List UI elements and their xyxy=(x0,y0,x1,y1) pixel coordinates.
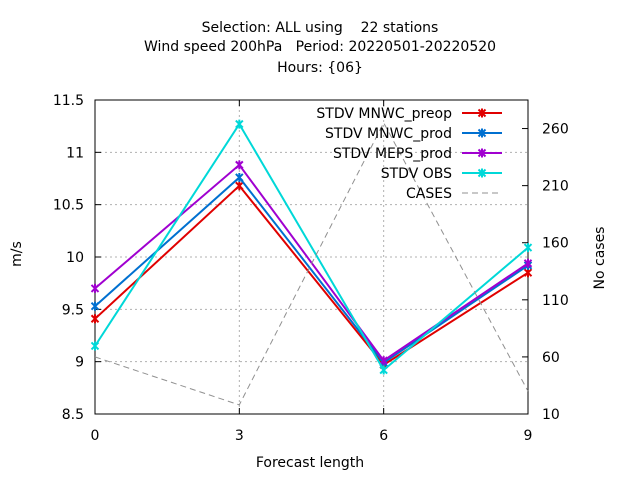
y2-axis-label: No cases xyxy=(592,226,608,290)
legend-label-4: CASES xyxy=(406,186,452,202)
series-point-2 xyxy=(235,160,244,170)
y-tick-label: 10 xyxy=(66,250,84,266)
series-point-3 xyxy=(523,243,533,253)
series-point-3 xyxy=(379,365,388,375)
series-line-3 xyxy=(94,122,529,372)
x-axis-label: Forecast length xyxy=(255,455,365,471)
series-point-2 xyxy=(523,258,533,268)
legend-label-2: STDV MEPS_prod xyxy=(333,146,452,162)
series-point-1 xyxy=(235,172,244,182)
series-line-0 xyxy=(94,184,529,367)
y2-tick-label: 10 xyxy=(542,407,560,423)
x-tick-label: 9 xyxy=(524,428,533,444)
legend-label-0: STDV MNWC_preop xyxy=(316,106,452,122)
chart-title-line-2: Wind speed 200hPa Period: 20220501-20220… xyxy=(143,39,497,55)
series-point-3 xyxy=(235,119,244,129)
y2-tick-label: 160 xyxy=(542,236,569,252)
legend-marker-3 xyxy=(477,168,487,178)
series-line-1 xyxy=(94,176,529,365)
series-point-1 xyxy=(90,301,100,311)
legend-marker-2 xyxy=(477,148,487,158)
y-tick-label: 9 xyxy=(75,355,84,371)
y-tick-label: 11.5 xyxy=(53,93,84,109)
y-tick-label: 10.5 xyxy=(53,198,84,214)
legend-marker-1 xyxy=(477,128,487,138)
series-point-0 xyxy=(235,181,244,191)
y2-tick-label: 260 xyxy=(542,122,569,138)
series-point-3 xyxy=(90,341,100,351)
series-point-0 xyxy=(90,314,100,324)
legend-label-1: STDV MNWC_prod xyxy=(325,126,452,142)
y2-tick-label: 110 xyxy=(542,293,569,309)
series-point-2 xyxy=(379,356,388,366)
series-point-2 xyxy=(90,283,100,293)
y-tick-label: 9.5 xyxy=(62,302,84,318)
x-tick-label: 3 xyxy=(235,428,244,444)
x-tick-label: 0 xyxy=(91,428,100,444)
chart-title-line-1: Selection: ALL using 22 stations xyxy=(201,20,439,36)
x-tick-label: 6 xyxy=(379,428,388,444)
y-tick-label: 8.5 xyxy=(62,407,84,423)
y2-tick-label: 60 xyxy=(542,350,560,366)
y2-tick-label: 210 xyxy=(542,179,569,195)
series-line-4 xyxy=(94,121,529,406)
y-tick-label: 11 xyxy=(66,145,84,161)
y-axis-label: m/s xyxy=(9,241,25,267)
series-line-2 xyxy=(94,163,529,362)
legend-marker-0 xyxy=(477,108,487,118)
legend-label-3: STDV OBS xyxy=(381,166,452,182)
chart-title-line-3: Hours: {06} xyxy=(277,60,363,76)
